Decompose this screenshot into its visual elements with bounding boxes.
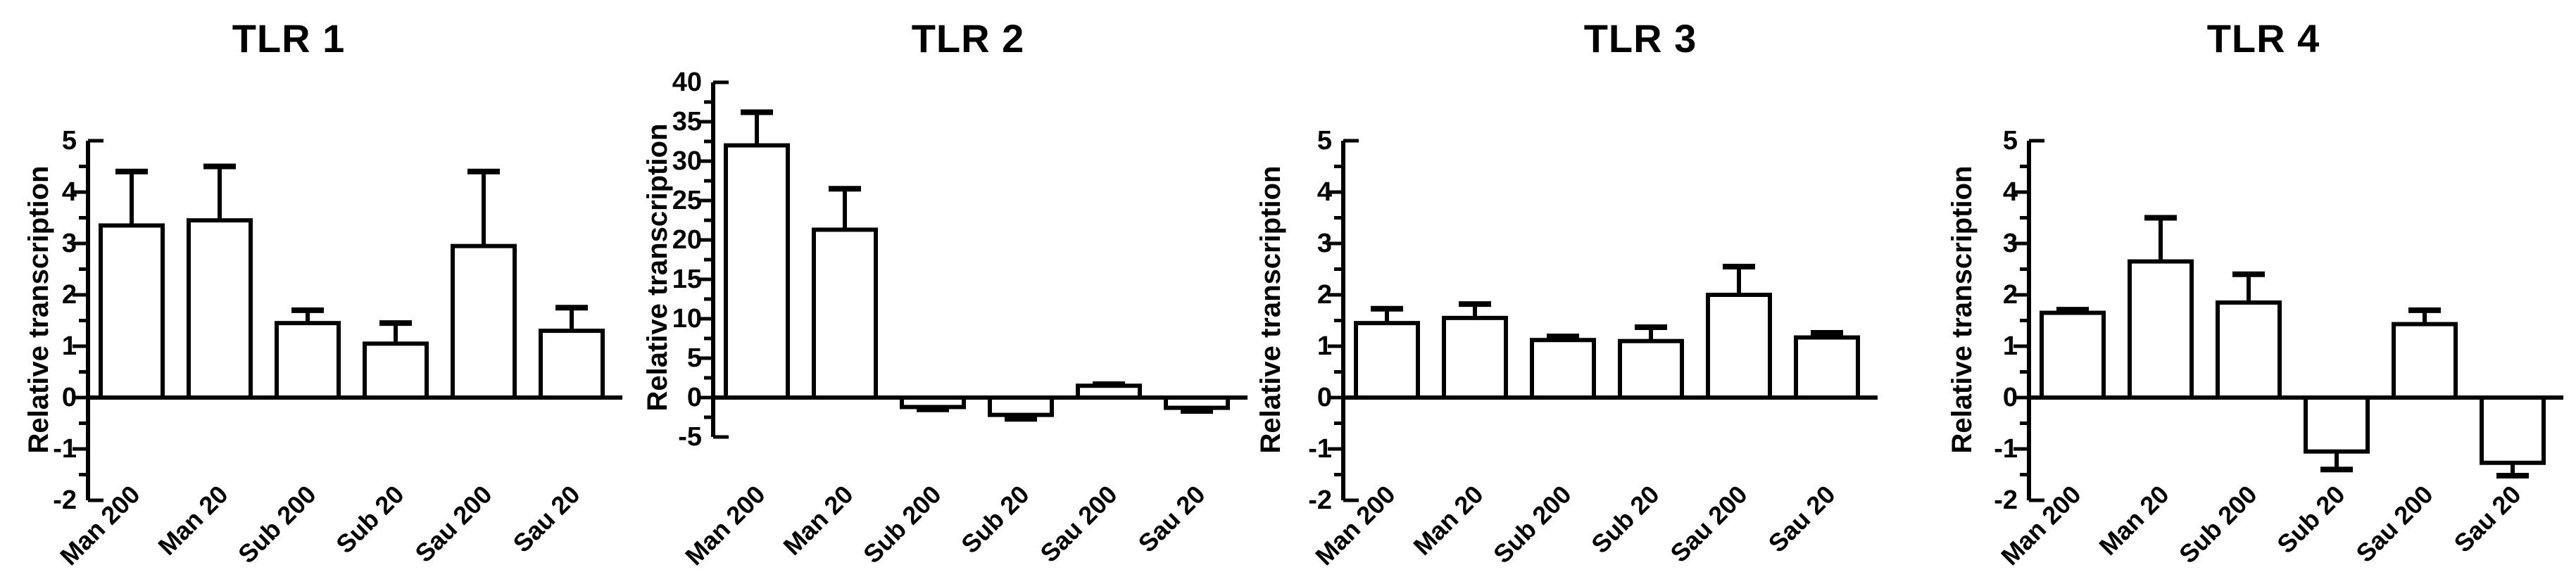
x-category-label: Man 20 xyxy=(1407,480,1488,561)
bar-sub-200 xyxy=(900,395,966,410)
y-tick-label: 4 xyxy=(2003,177,2018,207)
y-tick-label: 40 xyxy=(672,68,702,97)
y-tick-label: 30 xyxy=(672,146,702,176)
x-category-label: Man 20 xyxy=(2093,480,2174,561)
x-category-label: Sau 20 xyxy=(1763,480,1841,558)
bar-sub-20 xyxy=(1618,338,1684,400)
bar-sau-200 xyxy=(1706,293,1772,400)
y-tick-label: -1 xyxy=(1994,434,2018,464)
y-tick-label: -2 xyxy=(53,486,77,515)
x-category-label: Sub 20 xyxy=(955,480,1034,559)
x-category-label: Sau 200 xyxy=(409,480,497,568)
bar-man-20 xyxy=(2128,259,2194,400)
y-tick-label: 35 xyxy=(672,107,702,137)
bar-sau-20 xyxy=(1164,395,1230,410)
bar-sau-200 xyxy=(451,243,517,400)
x-category-label: Man 20 xyxy=(152,480,233,561)
y-tick-label: -2 xyxy=(1994,486,2018,515)
y-tick-label: 3 xyxy=(1317,229,1332,258)
y-axis-label-tlr2: Relative transcription xyxy=(642,123,673,412)
y-tick-label: -1 xyxy=(53,434,77,464)
y-tick-label: 0 xyxy=(2003,383,2018,412)
bar-sub-200 xyxy=(2216,300,2282,400)
y-tick-label: 3 xyxy=(2003,229,2018,258)
x-category-label: Sau 20 xyxy=(508,480,586,558)
y-tick-label: 0 xyxy=(687,383,702,412)
bar-man-200 xyxy=(2040,310,2106,400)
y-tick-label: 2 xyxy=(2003,280,2018,310)
y-tick-label: 5 xyxy=(1317,126,1332,156)
y-tick-label: 3 xyxy=(62,229,77,258)
y-tick-label: 4 xyxy=(1317,177,1332,207)
y-tick-label: 15 xyxy=(672,265,702,294)
bar-sau-20 xyxy=(1794,335,1860,400)
y-tick-label: 1 xyxy=(62,331,77,361)
bar-sau-200 xyxy=(1076,383,1142,400)
y-tick-label: 1 xyxy=(2003,331,2018,361)
x-category-label: Man 20 xyxy=(777,480,858,561)
x-category-label: Sau 20 xyxy=(1133,480,1211,558)
y-tick-label: 10 xyxy=(672,304,702,334)
bar-man-200 xyxy=(1354,321,1420,400)
x-category-label: Sub 20 xyxy=(330,480,409,559)
bar-man-20 xyxy=(187,218,253,400)
y-tick-label: -1 xyxy=(1308,434,1332,464)
y-tick-label: -5 xyxy=(678,422,702,452)
bar-sub-200 xyxy=(275,321,341,400)
x-category-label: Sau 200 xyxy=(1034,480,1122,568)
y-tick-label: 5 xyxy=(2003,126,2018,156)
bar-sub-20 xyxy=(988,395,1054,417)
bar-sau-20 xyxy=(2480,395,2546,465)
y-axis-label-tlr1: Relative transcription xyxy=(23,165,54,454)
bar-sub-200 xyxy=(1530,338,1596,400)
x-category-label: Sub 200 xyxy=(232,480,322,569)
x-category-label: Sub 20 xyxy=(2271,480,2350,559)
y-tick-label: 1 xyxy=(1317,331,1332,361)
y-tick-label: 0 xyxy=(62,383,77,412)
y-tick-label: 5 xyxy=(687,343,702,373)
chart-title-tlr1: TLR 1 xyxy=(232,16,346,61)
bar-sub-20 xyxy=(2304,395,2370,454)
y-tick-label: 2 xyxy=(1317,280,1332,310)
y-axis-label-tlr3: Relative transcription xyxy=(1255,165,1286,454)
y-tick-label: 2 xyxy=(62,280,77,310)
x-category-label: Man 200 xyxy=(679,480,770,571)
x-category-label: Sub 20 xyxy=(1585,480,1664,559)
y-tick-label: 0 xyxy=(1317,383,1332,412)
y-tick-label: 5 xyxy=(62,126,77,156)
bar-man-20 xyxy=(1442,315,1508,400)
y-tick-label: 20 xyxy=(672,225,702,255)
x-category-label: Sub 200 xyxy=(857,480,947,569)
bar-man-200 xyxy=(99,223,165,400)
bar-man-200 xyxy=(724,143,790,400)
y-tick-label: 25 xyxy=(672,186,702,215)
x-category-label: Sub 200 xyxy=(2173,480,2263,569)
bar-man-20 xyxy=(812,227,878,400)
bar-sub-20 xyxy=(363,341,429,400)
chart-title-tlr4: TLR 4 xyxy=(2206,16,2320,61)
y-axis-label-tlr4: Relative transcription xyxy=(1947,165,1978,454)
y-tick-label: -2 xyxy=(1308,486,1332,515)
chart-title-tlr3: TLR 3 xyxy=(1583,16,1697,61)
bar-sau-20 xyxy=(539,329,605,400)
bar-sau-200 xyxy=(2392,322,2458,400)
x-category-label: Sub 200 xyxy=(1488,480,1577,569)
x-category-label: Sau 20 xyxy=(2449,480,2527,558)
x-category-label: Sau 200 xyxy=(1664,480,1752,568)
x-category-label: Sau 200 xyxy=(2350,480,2438,568)
chart-title-tlr2: TLR 2 xyxy=(911,16,1025,61)
y-tick-label: 4 xyxy=(62,177,77,207)
